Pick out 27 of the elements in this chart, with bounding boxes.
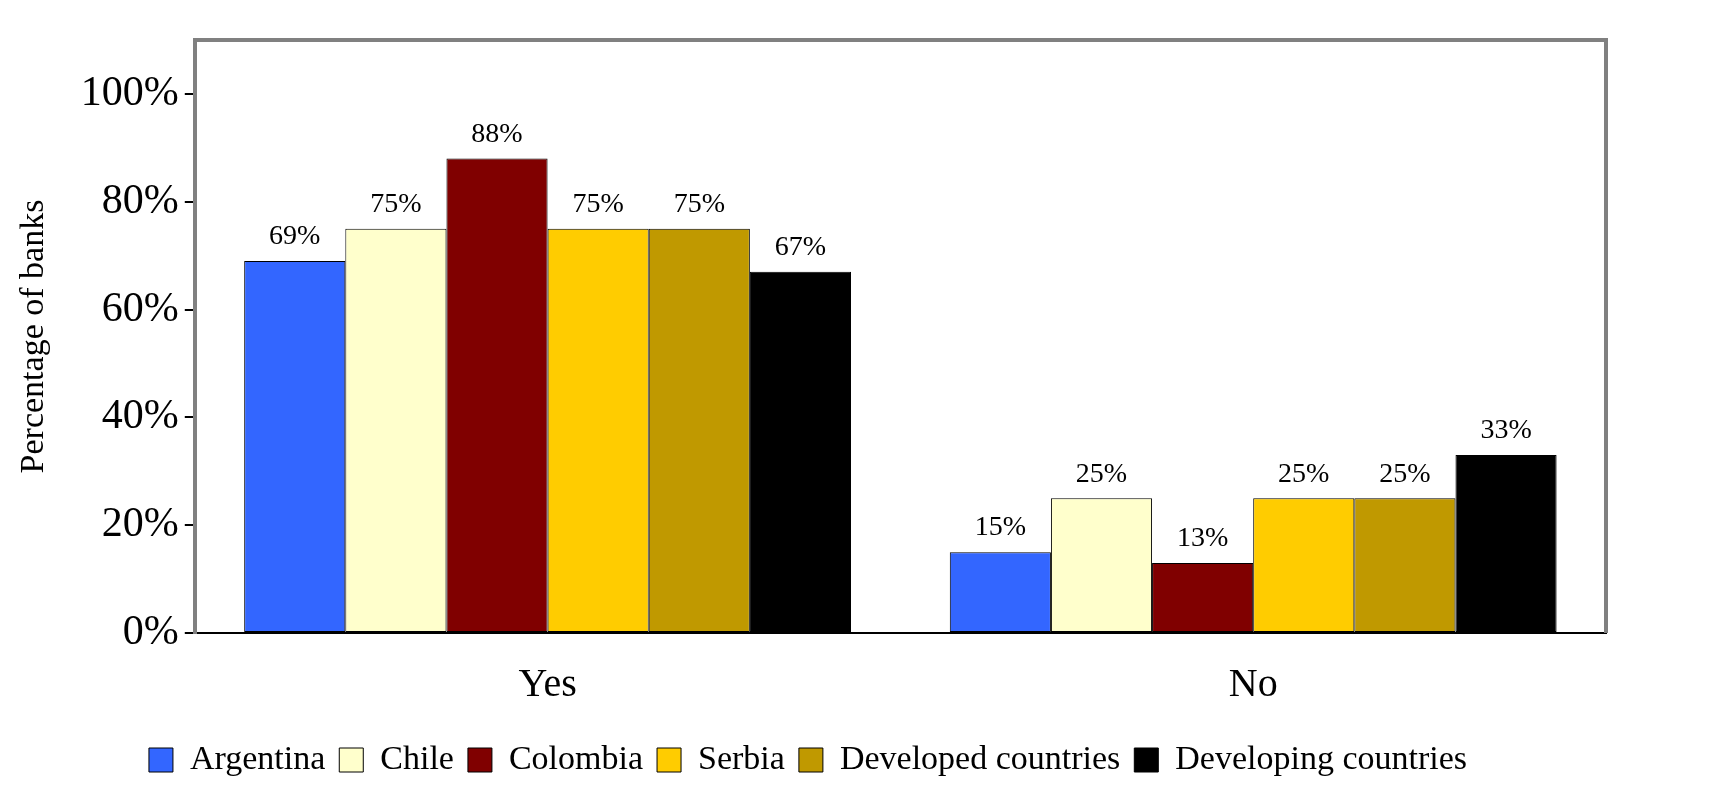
data-label: 13% (1176, 521, 1229, 553)
x-tick-label: Yes (518, 659, 577, 705)
legend-label: Argentina (189, 738, 326, 776)
data-label: 75% (572, 187, 624, 219)
data-label: 25% (1278, 456, 1330, 488)
x-tick-label: No (1228, 659, 1278, 705)
y-tick-label: 80% (101, 175, 179, 222)
data-label: 33% (1480, 413, 1532, 445)
legend-label: Developing countries (1175, 738, 1468, 776)
legend-label: Serbia (698, 738, 785, 776)
y-tick-label: 40% (101, 391, 179, 438)
y-tick-label: 60% (101, 283, 179, 330)
data-label: 75% (673, 187, 725, 219)
y-tick-label: 0% (122, 607, 179, 654)
legend-label: Developed countries (839, 738, 1121, 776)
data-label: 88% (471, 116, 523, 148)
y-tick-label: 20% (101, 499, 179, 546)
data-label: 15% (974, 510, 1027, 542)
data-label: 69% (269, 219, 321, 251)
data-label: 75% (370, 187, 422, 219)
legend-label: Colombia (508, 738, 644, 776)
data-label: 67% (774, 230, 827, 262)
y-axis-title: Percentage of banks (13, 199, 51, 474)
data-label: 25% (1075, 456, 1128, 488)
legend-label: Chile (380, 738, 454, 776)
y-tick-label: 100% (80, 67, 179, 114)
data-label: 25% (1379, 456, 1431, 488)
